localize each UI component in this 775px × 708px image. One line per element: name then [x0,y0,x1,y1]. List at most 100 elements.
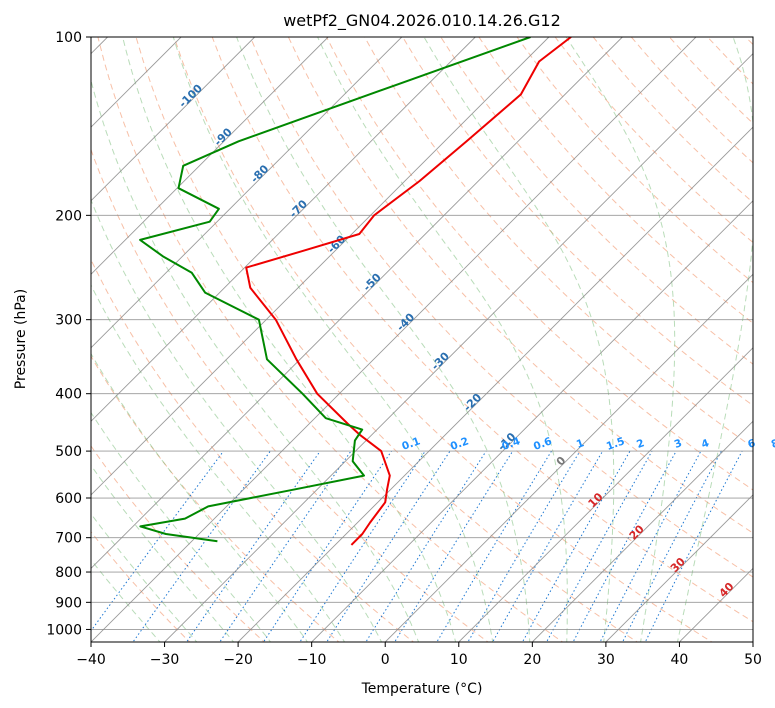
mixing-ratio-line [299,450,426,642]
dry-adiabat [402,37,753,407]
dry-adiabat [249,37,753,578]
moist-adiabat [91,198,383,642]
isotherm-line [91,37,550,496]
dry-adiabat [91,355,340,642]
isotherm-label: -100 [176,81,205,110]
mixing-ratio-label: 2 [635,437,646,451]
temperature-profile-line [245,37,572,546]
isotherm-line [91,37,623,570]
mixing-ratio-label: 0.6 [532,435,554,453]
x-tick-label: −10 [297,652,327,668]
moist-adiabat [317,37,568,642]
mixing-ratio-line [91,450,224,632]
isotherm-line [384,273,753,642]
isotherm-line [91,37,256,202]
x-tick-label: −30 [150,652,180,668]
moist-adiabat [91,513,198,642]
isotherm-label: -30 [429,349,452,372]
isotherm-label: -70 [287,197,310,220]
chart-title: wetPf2_GN04.2026.010.14.26.G12 [283,11,561,31]
y-tick-label: 700 [55,531,82,547]
mixing-ratio-line [644,450,743,642]
x-tick-label: 50 [744,652,762,668]
mixing-ratio-line [132,450,271,642]
isotherm-line [164,52,753,642]
isotherm-line [752,641,753,642]
dry-adiabat [364,37,753,449]
y-tick-label: 1000 [46,622,82,638]
x-tick-label: 30 [597,652,615,668]
moist-adiabat [122,37,457,642]
dry-adiabat [135,37,639,642]
mixing-ratio-line [436,450,552,642]
isotherm-line [311,200,753,642]
mixing-ratio-line [622,450,722,642]
isotherm-line [531,420,753,642]
moist-adiabat [91,464,235,642]
plot-frame [90,36,754,643]
y-tick-label: 200 [55,208,82,224]
y-axis-title: Pressure (hPa) [13,289,29,389]
pressure-gridlines [91,37,753,630]
x-axis: −40 −30 −20 −10 0 10 20 30 40 50 [76,642,762,668]
isotherm-label: -20 [461,391,484,414]
moist-adiabat [91,78,420,642]
warm-isotherm-label: 10 [586,490,606,510]
mixing-ratio-label: 0.4 [500,435,522,453]
y-tick-label: 600 [55,491,82,507]
dry-adiabat [326,37,753,491]
mixing-ratio-label: 8 [770,437,775,451]
isotherm-label: -40 [394,310,417,333]
x-tick-label: 20 [523,652,541,668]
dry-adiabat [745,37,753,46]
background-lines [91,37,753,642]
moist-adiabat [172,37,494,642]
x-tick-label: 0 [381,652,390,668]
isotherm-line [91,37,329,275]
moist-adiabat [91,283,346,642]
mixing-ratio-line [467,450,581,642]
mixing-ratio-labels: 0.10.20.40.611.52346810131620253036 [400,435,775,453]
y-axis: 100 200 300 400 500 600 700 800 900 1000 [46,30,91,638]
dry-adiabat [478,37,753,324]
dewpoint-profile-line [139,37,531,543]
y-tick-label: 400 [55,387,82,403]
isotherm-line [237,126,753,642]
x-tick-label: −20 [223,652,253,668]
x-tick-label: 10 [450,652,468,668]
mixing-ratio-label: 0.2 [449,435,471,453]
mixing-ratio-label: 6 [746,437,757,451]
y-tick-label: 500 [55,444,82,460]
x-axis-title: Temperature (°C) [361,681,483,697]
mixing-ratio-line [219,450,352,642]
dry-adiabat [173,37,713,642]
moist-adiabat [91,411,272,642]
y-tick-label: 300 [55,313,82,329]
y-tick-label: 100 [55,30,82,46]
mixing-ratio-line [599,450,702,642]
dry-adiabat [440,37,753,365]
mixing-ratio-label: 3 [673,437,684,451]
mixing-ratio-line [185,450,321,642]
profile-series [139,37,572,546]
dry-adiabat [91,258,415,642]
x-tick-label: 40 [671,652,689,668]
dry-adiabat [707,37,753,85]
mixing-ratio-label: 0.1 [400,435,422,453]
dry-adiabat [554,37,753,244]
isotherm-line [91,37,697,642]
mixing-ratio-label: 4 [700,437,711,451]
mixing-ratio-line [365,450,487,642]
mixing-ratio-line [572,450,677,642]
mixing-ratio-line [326,450,451,642]
mixing-ratio-line [262,450,392,642]
mixing-ratio-label: 1.5 [605,435,627,453]
mixing-ratio-label: 1 [575,437,586,451]
isotherm-line [605,494,753,642]
y-tick-label: 900 [55,595,82,611]
x-tick-label: −40 [76,652,106,668]
mixing-ratio-line [394,450,514,642]
isotherm-line [91,37,476,422]
dry-adiabat [287,37,753,534]
